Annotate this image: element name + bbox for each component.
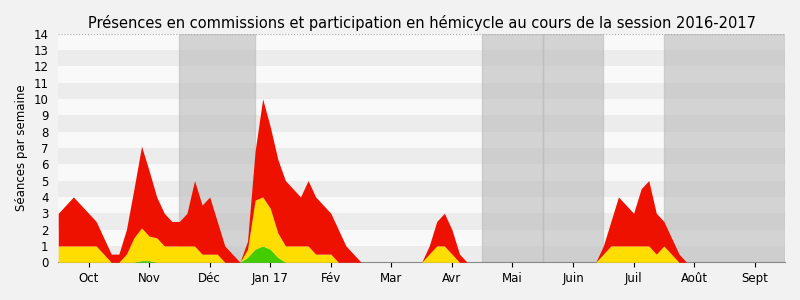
Bar	[58, 197, 785, 213]
Bar	[58, 66, 785, 82]
Bar	[58, 82, 785, 99]
Bar	[542, 34, 603, 262]
Bar	[58, 50, 785, 66]
Bar	[58, 132, 785, 148]
Bar	[58, 230, 785, 246]
Bar	[58, 213, 785, 230]
Title: Présences en commissions et participation en hémicycle au cours de la session 20: Présences en commissions et participatio…	[88, 15, 756, 31]
Bar	[58, 164, 785, 181]
Bar	[179, 34, 255, 262]
Y-axis label: Séances par semaine: Séances par semaine	[15, 85, 28, 211]
Bar	[58, 99, 785, 115]
Bar	[58, 246, 785, 262]
Bar	[58, 115, 785, 132]
Bar	[58, 34, 785, 50]
Bar	[482, 34, 542, 262]
Bar	[664, 34, 785, 262]
Bar	[58, 148, 785, 164]
Bar	[58, 181, 785, 197]
